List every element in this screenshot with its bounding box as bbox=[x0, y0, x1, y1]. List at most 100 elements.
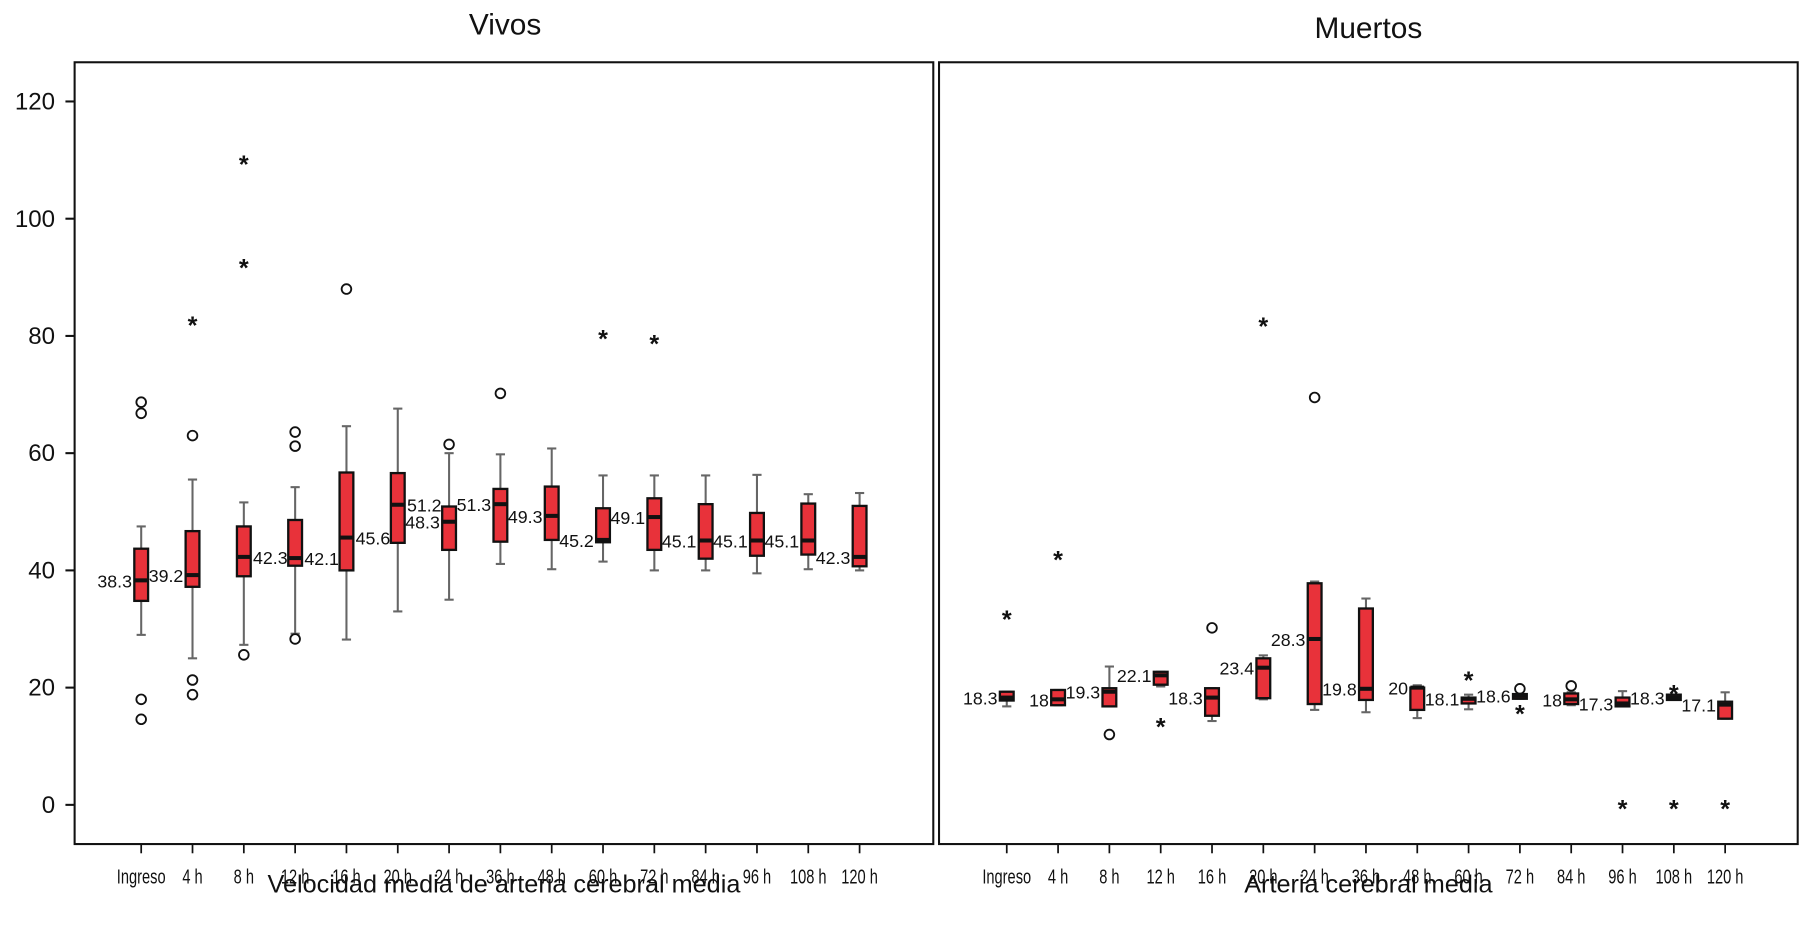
box-iqr bbox=[389, 471, 406, 544]
panel-title-vivos: Vivos bbox=[469, 9, 541, 42]
x-tick-label: 20 h bbox=[1249, 865, 1277, 888]
y-tick-label: 80 bbox=[28, 323, 55, 350]
box-iqr bbox=[184, 529, 201, 588]
outlier-circle bbox=[186, 688, 199, 701]
outlier-star: * bbox=[1669, 681, 1679, 709]
outlier-circle bbox=[1308, 391, 1321, 404]
x-tick-label: 48 h bbox=[1403, 865, 1431, 888]
median-value-label: 51.2 bbox=[407, 496, 442, 516]
outlier-circle bbox=[135, 396, 147, 408]
plot-frame-vivos bbox=[73, 61, 935, 846]
box-group: 22.1 * bbox=[1117, 666, 1169, 741]
box-iqr bbox=[133, 547, 150, 603]
box-group: 18.6* bbox=[1476, 683, 1528, 729]
x-axis-label-muertos: Arteria cerebral media bbox=[1244, 870, 1493, 898]
box-iqr bbox=[646, 497, 663, 552]
outlier-circle bbox=[1206, 622, 1218, 634]
x-tick-label: 108 h bbox=[1656, 865, 1693, 888]
median-value-label: 22.1 bbox=[1117, 666, 1152, 686]
box-group: 45.2 * bbox=[559, 325, 612, 563]
box-group: 42.3 * * bbox=[235, 151, 288, 661]
x-axis-label-vivos: Velocidad media de arteria cerebral medi… bbox=[268, 870, 742, 898]
median-value-label: 18.3 bbox=[963, 688, 998, 708]
x-tick-label: 12 h bbox=[281, 865, 309, 888]
box-group: 18.3 * bbox=[963, 606, 1015, 709]
box-group: 42.3 bbox=[816, 491, 868, 572]
y-axis: 0 20 40 60 80 100 120 bbox=[15, 88, 75, 819]
outlier-star: * bbox=[1515, 701, 1525, 729]
outlier-circle bbox=[1565, 680, 1577, 692]
median-value-label: 19.3 bbox=[1066, 683, 1101, 703]
box-group: 48.3 bbox=[405, 438, 458, 601]
x-tick-label: 60 h bbox=[589, 865, 617, 888]
box-iqr bbox=[1203, 687, 1221, 717]
outlier-star: * bbox=[598, 325, 608, 353]
median-value-label: 49.1 bbox=[611, 508, 646, 528]
box-group: 28.3 bbox=[1271, 391, 1323, 711]
outlier-star: * bbox=[1156, 713, 1166, 741]
outlier-circle bbox=[238, 649, 250, 661]
outlier-circle bbox=[135, 713, 147, 726]
x-tick-label: 36 h bbox=[1352, 865, 1380, 888]
median-value-label: 45.1 bbox=[764, 531, 799, 551]
x-tick-label: 96 h bbox=[743, 865, 771, 888]
median-value-label: 20 bbox=[1388, 679, 1408, 699]
box-iqr bbox=[287, 518, 304, 567]
box-group: 45.1 bbox=[764, 493, 817, 571]
panel-vivos: Ingreso 38.3 4 h 39.2 * 8 h 42.3 * * 12 h 42.1 16 h… bbox=[97, 151, 878, 888]
box-iqr bbox=[1409, 686, 1426, 712]
x-tick-label: 96 h bbox=[1608, 865, 1636, 888]
median-value-label: 18.3 bbox=[1168, 688, 1203, 708]
x-tick-label: 84 h bbox=[1557, 865, 1585, 888]
outlier-star: * bbox=[1258, 313, 1268, 341]
outlier-star: * bbox=[1053, 546, 1063, 574]
box-iqr bbox=[492, 487, 509, 543]
box-group: 45.1 bbox=[713, 473, 766, 575]
box-group: 19.8 bbox=[1322, 597, 1374, 714]
x-tick-label: 8 h bbox=[1099, 865, 1119, 888]
box-iqr bbox=[851, 504, 868, 568]
x-tick-label: 16 h bbox=[332, 865, 360, 888]
box-group: 18 * bbox=[1029, 546, 1067, 710]
median-value-label: 18.1 bbox=[1425, 690, 1460, 710]
median-value-label: 42.3 bbox=[816, 548, 851, 568]
x-tick-label: 8 h bbox=[234, 865, 254, 888]
x-tick-label: Ingreso bbox=[982, 865, 1031, 888]
box-group: 49.1 * bbox=[611, 331, 663, 572]
outlier-circle bbox=[289, 633, 301, 645]
box-group: 23.4 * bbox=[1220, 313, 1272, 701]
box-group: 39.2 * bbox=[149, 312, 201, 701]
x-tick-label: 120 h bbox=[1707, 865, 1744, 888]
median-value-label: 49.3 bbox=[508, 507, 543, 527]
box-group: 51.2 bbox=[389, 407, 442, 613]
plot-frame-muertos bbox=[937, 61, 1799, 846]
box-group: 18.1* bbox=[1425, 667, 1477, 711]
outlier-star: * bbox=[1618, 795, 1628, 823]
median-value-label: 45.6 bbox=[356, 528, 391, 548]
outlier-star: * bbox=[1002, 606, 1012, 634]
box-group: 17.1 * bbox=[1681, 691, 1734, 824]
x-tick-label: 48 h bbox=[537, 865, 565, 888]
outlier-circle bbox=[289, 426, 301, 438]
outlier-star: * bbox=[1464, 667, 1474, 695]
box-iqr bbox=[1306, 582, 1323, 706]
y-tick-label: 120 bbox=[15, 88, 55, 115]
x-tick-label: 120 h bbox=[841, 865, 878, 888]
x-tick-label: Ingreso bbox=[117, 865, 166, 888]
outlier-circle bbox=[494, 387, 507, 400]
box-group: 17.3 * bbox=[1579, 690, 1631, 824]
box-group: 42.1 bbox=[287, 426, 339, 645]
outlier-circle bbox=[186, 429, 199, 442]
box-iqr bbox=[441, 505, 458, 552]
x-tick-label: 72 h bbox=[640, 865, 668, 888]
box-group: 18.3 ** bbox=[1630, 681, 1682, 824]
median-value-label: 23.4 bbox=[1220, 659, 1255, 679]
median-value-label: 17.1 bbox=[1681, 696, 1716, 716]
x-tick-label: 84 h bbox=[691, 865, 719, 888]
box-iqr bbox=[338, 471, 355, 572]
x-tick-label: 16 h bbox=[1198, 865, 1226, 888]
box-group: 18.3 bbox=[1168, 622, 1221, 723]
x-tick-label: 4 h bbox=[1048, 865, 1068, 888]
median-value-label: 42.1 bbox=[304, 549, 339, 569]
